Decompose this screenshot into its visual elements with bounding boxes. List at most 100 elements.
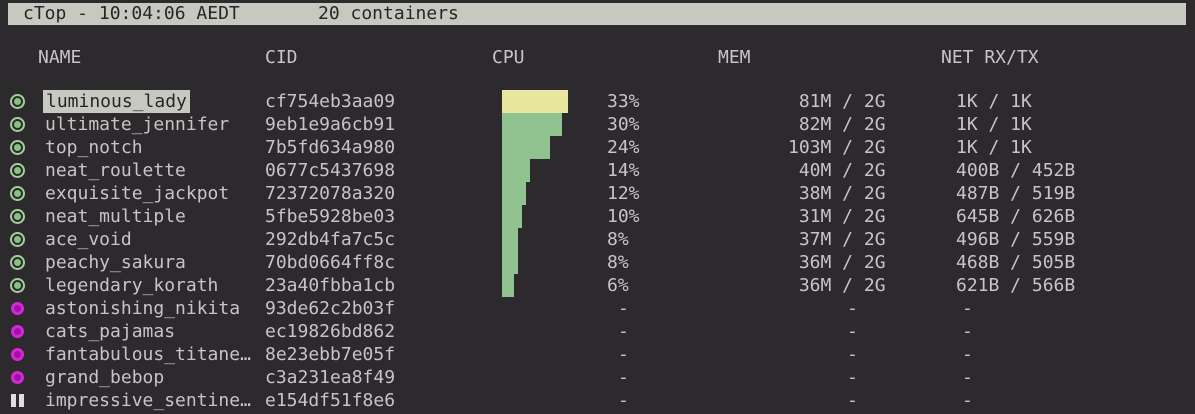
cpu-percent: - bbox=[618, 390, 629, 411]
cpu-usage-bar bbox=[502, 228, 518, 251]
cpu-percent: 12% bbox=[607, 183, 640, 204]
net-rx-tx: 1K / 1K bbox=[956, 114, 1032, 135]
cpu-percent: 14% bbox=[607, 160, 640, 181]
column-header-name: NAME bbox=[38, 47, 82, 68]
net-rx-tx: 621B / 566B bbox=[956, 275, 1076, 296]
container-cid: 72372078a320 bbox=[265, 183, 396, 204]
mem-usage: 81M / 2G bbox=[788, 91, 886, 112]
title-bar: cTop - 10:04:06 AEDT 20 containers bbox=[8, 3, 1186, 25]
running-status-icon bbox=[10, 255, 25, 270]
running-status-icon bbox=[10, 163, 25, 178]
container-name[interactable]: peachy_sakura bbox=[45, 252, 186, 273]
container-name[interactable]: ace_void bbox=[45, 229, 132, 250]
app-title: cTop - 10:04:06 AEDT bbox=[23, 3, 240, 24]
cpu-usage-bar bbox=[502, 90, 568, 113]
net-rx-tx: - bbox=[962, 367, 973, 388]
container-name[interactable]: impressive_sentine… bbox=[45, 390, 251, 411]
container-name[interactable]: legendary_korath bbox=[45, 275, 219, 296]
container-row[interactable]: impressive_sentine… e154df51f8e6 - - - bbox=[0, 389, 1195, 412]
cpu-usage-bar bbox=[502, 136, 550, 159]
column-header-net: NET RX/TX bbox=[941, 47, 1039, 68]
mem-usage: 31M / 2G bbox=[788, 206, 886, 227]
container-row[interactable]: ultimate_jennifer 9eb1e9a6cb91 30% 82M / 2… bbox=[0, 113, 1195, 136]
mem-usage: 37M / 2G bbox=[788, 229, 886, 250]
cpu-percent: - bbox=[618, 367, 629, 388]
container-row[interactable]: cats_pajamas ec19826bd862 - - - bbox=[0, 320, 1195, 343]
net-rx-tx: - bbox=[962, 298, 973, 319]
container-cid: c3a231ea8f49 bbox=[265, 367, 396, 388]
net-rx-tx: 645B / 626B bbox=[956, 206, 1076, 227]
mem-usage: - bbox=[847, 344, 858, 365]
running-status-icon bbox=[10, 117, 25, 132]
mem-usage: - bbox=[847, 367, 858, 388]
net-rx-tx: 400B / 452B bbox=[956, 160, 1076, 181]
cpu-percent: 10% bbox=[607, 206, 640, 227]
container-name[interactable]: astonishing_nikita bbox=[45, 298, 241, 319]
container-row[interactable]: exquisite_jackpot 72372078a320 12% 38M / 2… bbox=[0, 182, 1195, 205]
container-row[interactable]: ace_void 292db4fa7c5c 8% 37M / 2G 496B / 55… bbox=[0, 228, 1195, 251]
container-name[interactable]: cats_pajamas bbox=[45, 321, 176, 342]
container-row[interactable]: grand_bebop c3a231ea8f49 - - - bbox=[0, 366, 1195, 389]
container-row[interactable]: peachy_sakura 70bd0664ff8c 8% 36M / 2G 468B… bbox=[0, 251, 1195, 274]
container-row[interactable]: legendary_korath 23a40fbba1cb 6% 36M / 2G 6… bbox=[0, 274, 1195, 297]
container-row[interactable]: astonishing_nikita 93de62c2b03f - - - bbox=[0, 297, 1195, 320]
net-rx-tx: - bbox=[962, 390, 973, 411]
container-name[interactable]: fantabulous_titane… bbox=[45, 344, 251, 365]
container-row[interactable]: neat_multiple 5fbe5928be03 10% 31M / 2G 645… bbox=[0, 205, 1195, 228]
container-row[interactable]: top_notch 7b5fd634a980 24% 103M / 2G 1K / 1K bbox=[0, 136, 1195, 159]
running-status-icon bbox=[10, 140, 25, 155]
net-rx-tx: 487B / 519B bbox=[956, 183, 1076, 204]
running-status-icon bbox=[10, 209, 25, 224]
container-cid: e154df51f8e6 bbox=[265, 390, 396, 411]
cpu-percent: 6% bbox=[607, 275, 629, 296]
net-rx-tx: 496B / 559B bbox=[956, 229, 1076, 250]
container-cid: cf754eb3aa09 bbox=[265, 91, 396, 112]
cpu-usage-bar bbox=[502, 274, 514, 297]
container-cid: 292db4fa7c5c bbox=[265, 229, 396, 250]
container-cid: 0677c5437698 bbox=[265, 160, 396, 181]
cpu-percent: 8% bbox=[607, 229, 629, 250]
container-cid: 9eb1e9a6cb91 bbox=[265, 114, 396, 135]
cpu-percent: 33% bbox=[607, 91, 640, 112]
cpu-usage-bar bbox=[502, 159, 530, 182]
mem-usage: - bbox=[847, 298, 858, 319]
column-header-mem: MEM bbox=[718, 47, 751, 68]
container-cid: 8e23ebb7e05f bbox=[265, 344, 396, 365]
container-name[interactable]: ultimate_jennifer bbox=[45, 114, 230, 135]
container-name[interactable]: neat_multiple bbox=[45, 206, 186, 227]
cpu-percent: - bbox=[618, 298, 629, 319]
exited-status-icon bbox=[11, 325, 24, 338]
container-cid: 23a40fbba1cb bbox=[265, 275, 396, 296]
container-name[interactable]: exquisite_jackpot bbox=[45, 183, 230, 204]
net-rx-tx: - bbox=[962, 321, 973, 342]
net-rx-tx: 468B / 505B bbox=[956, 252, 1076, 273]
container-cid: 5fbe5928be03 bbox=[265, 206, 396, 227]
cpu-percent: 8% bbox=[607, 252, 629, 273]
mem-usage: 82M / 2G bbox=[788, 114, 886, 135]
container-row[interactable]: neat_roulette 0677c5437698 14% 40M / 2G 400… bbox=[0, 159, 1195, 182]
running-status-icon bbox=[10, 232, 25, 247]
cpu-percent: - bbox=[618, 321, 629, 342]
container-cid: 70bd0664ff8c bbox=[265, 252, 396, 273]
cpu-usage-bar bbox=[502, 182, 526, 205]
column-header-cid: CID bbox=[265, 47, 298, 68]
container-cid: 93de62c2b03f bbox=[265, 298, 396, 319]
container-row[interactable]: luminous_lady cf754eb3aa09 33% 81M / 2G 1K … bbox=[0, 90, 1195, 113]
cpu-percent: 24% bbox=[607, 137, 640, 158]
container-name[interactable]: luminous_lady bbox=[43, 90, 190, 113]
column-header-cpu: CPU bbox=[492, 47, 525, 68]
mem-usage: - bbox=[847, 321, 858, 342]
cpu-percent: - bbox=[618, 344, 629, 365]
cpu-percent: 30% bbox=[607, 114, 640, 135]
mem-usage: 38M / 2G bbox=[788, 183, 886, 204]
container-count: 20 containers bbox=[318, 3, 459, 24]
container-name[interactable]: top_notch bbox=[45, 137, 143, 158]
container-name[interactable]: grand_bebop bbox=[45, 367, 165, 388]
container-name[interactable]: neat_roulette bbox=[45, 160, 186, 181]
container-row[interactable]: fantabulous_titane… 8e23ebb7e05f - - - bbox=[0, 343, 1195, 366]
exited-status-icon bbox=[11, 348, 24, 361]
exited-status-icon bbox=[11, 371, 24, 384]
mem-usage: 40M / 2G bbox=[788, 160, 886, 181]
net-rx-tx: 1K / 1K bbox=[956, 91, 1032, 112]
